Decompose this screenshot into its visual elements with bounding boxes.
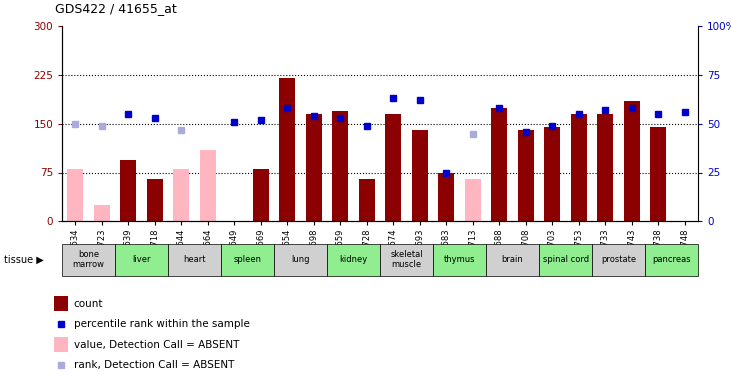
Bar — [253, 169, 269, 221]
Bar — [624, 101, 640, 221]
Bar — [491, 108, 507, 221]
Bar — [115, 244, 168, 276]
Bar — [168, 244, 221, 276]
Bar — [306, 114, 322, 221]
Bar — [433, 244, 486, 276]
Bar — [571, 114, 587, 221]
Bar — [439, 172, 454, 221]
Bar — [651, 127, 667, 221]
Bar — [359, 179, 375, 221]
Text: liver: liver — [132, 255, 151, 264]
Bar — [62, 244, 115, 276]
Bar — [54, 338, 68, 352]
Bar — [274, 244, 327, 276]
Text: bone
marrow: bone marrow — [72, 250, 105, 269]
Text: rank, Detection Call = ABSENT: rank, Detection Call = ABSENT — [74, 360, 234, 370]
Text: GDS422 / 41655_at: GDS422 / 41655_at — [55, 2, 177, 15]
Bar — [121, 159, 136, 221]
Text: thymus: thymus — [444, 255, 475, 264]
Text: brain: brain — [501, 255, 523, 264]
Bar — [597, 114, 613, 221]
Bar — [518, 130, 534, 221]
Bar — [539, 244, 592, 276]
Bar — [221, 244, 274, 276]
Text: count: count — [74, 298, 103, 309]
Bar — [333, 111, 348, 221]
Bar — [279, 78, 295, 221]
Bar — [327, 244, 380, 276]
Text: tissue ▶: tissue ▶ — [4, 255, 43, 265]
Bar — [486, 244, 539, 276]
Bar — [645, 244, 698, 276]
Bar — [380, 244, 433, 276]
Bar — [200, 150, 216, 221]
Bar — [94, 205, 110, 221]
Text: heart: heart — [183, 255, 206, 264]
Bar — [465, 179, 481, 221]
Text: spinal cord: spinal cord — [542, 255, 588, 264]
Text: kidney: kidney — [339, 255, 368, 264]
Bar — [67, 169, 83, 221]
Bar — [412, 130, 428, 221]
Text: pancreas: pancreas — [652, 255, 691, 264]
Text: percentile rank within the sample: percentile rank within the sample — [74, 319, 249, 329]
Text: prostate: prostate — [601, 255, 636, 264]
Text: lung: lung — [292, 255, 310, 264]
Bar — [385, 114, 401, 221]
Bar — [545, 127, 561, 221]
Bar — [173, 169, 189, 221]
Text: spleen: spleen — [234, 255, 262, 264]
Bar — [592, 244, 645, 276]
Bar — [147, 179, 163, 221]
Bar — [54, 296, 68, 311]
Text: value, Detection Call = ABSENT: value, Detection Call = ABSENT — [74, 340, 239, 350]
Text: skeletal
muscle: skeletal muscle — [390, 250, 423, 269]
